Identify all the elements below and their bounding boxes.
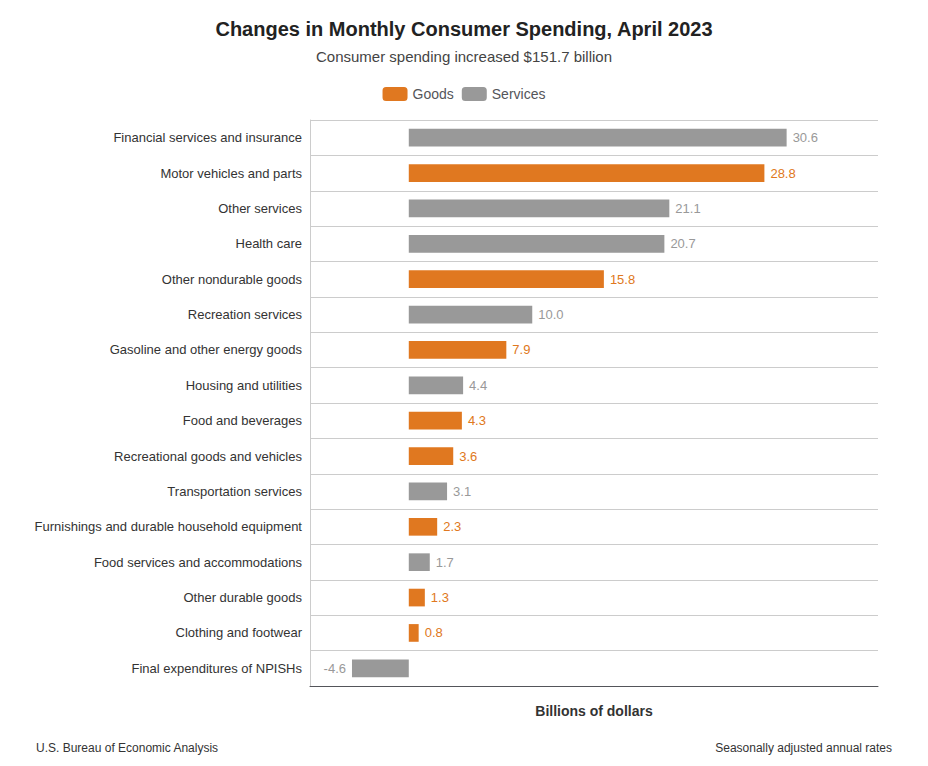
- svg-text:Other durable goods: Other durable goods: [183, 590, 302, 605]
- svg-text:3.1: 3.1: [453, 484, 471, 499]
- svg-text:Transportation services: Transportation services: [167, 484, 302, 499]
- svg-text:Motor vehicles and parts: Motor vehicles and parts: [160, 166, 302, 181]
- svg-text:7.9: 7.9: [512, 342, 530, 357]
- svg-text:2.3: 2.3: [443, 519, 461, 534]
- svg-text:1.3: 1.3: [431, 590, 449, 605]
- svg-text:Final expenditures of NPISHs: Final expenditures of NPISHs: [131, 661, 302, 676]
- svg-text:Other nondurable goods: Other nondurable goods: [162, 272, 303, 287]
- svg-text:Recreational goods and vehicle: Recreational goods and vehicles: [114, 449, 302, 464]
- svg-text:-4.6: -4.6: [324, 661, 346, 676]
- svg-text:Goods: Goods: [413, 86, 454, 102]
- svg-text:3.6: 3.6: [459, 449, 477, 464]
- svg-text:U.S. Bureau of Economic Analys: U.S. Bureau of Economic Analysis: [36, 741, 218, 755]
- svg-text:Other services: Other services: [218, 201, 302, 216]
- svg-text:Clothing and footwear: Clothing and footwear: [176, 625, 303, 640]
- svg-text:Food services and accommodatio: Food services and accommodations: [94, 555, 303, 570]
- svg-text:Seasonally adjusted annual rat: Seasonally adjusted annual rates: [715, 741, 892, 755]
- svg-text:Billions of dollars: Billions of dollars: [535, 703, 653, 719]
- svg-text:Food and beverages: Food and beverages: [183, 413, 303, 428]
- svg-text:Housing and utilities: Housing and utilities: [186, 378, 303, 393]
- svg-text:20.7: 20.7: [670, 236, 695, 251]
- svg-text:Financial services and insuran: Financial services and insurance: [113, 130, 302, 145]
- svg-text:0.8: 0.8: [425, 625, 443, 640]
- svg-text:Consumer spending increased $1: Consumer spending increased $151.7 billi…: [316, 48, 612, 65]
- svg-text:4.3: 4.3: [468, 413, 486, 428]
- svg-text:15.8: 15.8: [610, 272, 635, 287]
- svg-text:10.0: 10.0: [538, 307, 563, 322]
- svg-text:Services: Services: [492, 86, 546, 102]
- svg-text:Changes in Monthly Consumer Sp: Changes in Monthly Consumer Spending, Ap…: [215, 18, 712, 40]
- svg-text:Gasoline and other energy good: Gasoline and other energy goods: [110, 342, 303, 357]
- svg-text:4.4: 4.4: [469, 378, 487, 393]
- svg-text:28.8: 28.8: [770, 166, 795, 181]
- svg-text:Furnishings and durable househ: Furnishings and durable household equipm…: [35, 519, 303, 534]
- svg-text:Health care: Health care: [236, 236, 302, 251]
- svg-text:30.6: 30.6: [793, 130, 818, 145]
- svg-text:1.7: 1.7: [436, 555, 454, 570]
- svg-text:Recreation services: Recreation services: [188, 307, 303, 322]
- svg-text:21.1: 21.1: [675, 201, 700, 216]
